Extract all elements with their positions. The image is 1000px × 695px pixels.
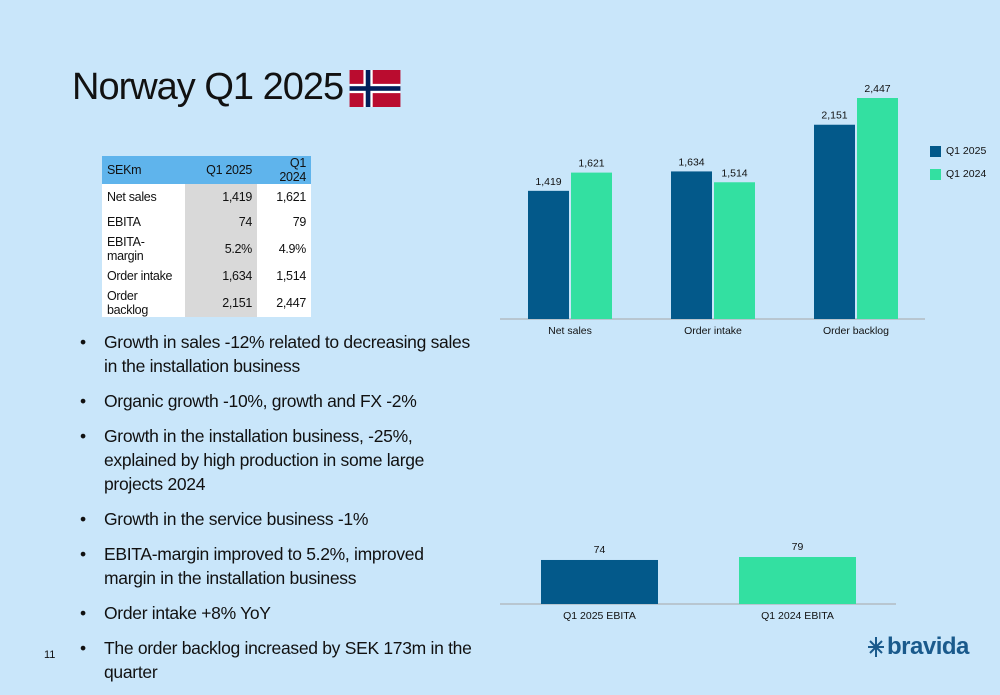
x-tick-label: Net sales: [548, 325, 592, 337]
bullet-item: EBITA-margin improved to 5.2%, improved …: [80, 542, 475, 590]
bullet-item: Growth in sales -12% related to decreasi…: [80, 330, 475, 378]
table-row: Net sales 1,419 1,621: [102, 184, 311, 210]
row-label: Net sales: [102, 184, 185, 210]
data-label: 79: [792, 541, 804, 553]
x-tick-label: Q1 2025 EBITA: [563, 610, 636, 622]
cell-q1-2024: 79: [257, 209, 311, 235]
cell-q1-2024: 1,514: [257, 263, 311, 289]
norway-flag-icon: [349, 70, 401, 107]
bar-q1-2024-ebita: [739, 557, 856, 604]
cell-q1-2025: 5.2%: [185, 235, 257, 263]
row-label: Order intake: [102, 263, 185, 289]
bar-q1-2024: [714, 182, 755, 319]
bar-q1-2025-ebita: [541, 559, 658, 604]
bravida-logo: bravida: [867, 633, 969, 661]
x-tick-label: Order backlog: [823, 325, 889, 337]
row-label: Order backlog: [102, 288, 185, 317]
bullet-item: The order backlog increased by SEK 173m …: [80, 636, 475, 684]
chart-legend: Q1 2025 Q1 2024: [930, 144, 986, 190]
logo-text: bravida: [887, 633, 969, 660]
financial-table: SEKm Q1 2025 Q1 2024 Net sales 1,419 1,6…: [102, 156, 311, 317]
page-number: 11: [44, 649, 56, 661]
data-label: 2,447: [864, 83, 890, 95]
x-tick-label: Q1 2024 EBITA: [761, 610, 834, 622]
table-header: Q1 2025: [185, 156, 257, 184]
table-row: Order backlog 2,151 2,447: [102, 288, 311, 317]
legend-label: Q1 2024: [946, 168, 987, 180]
table-row: EBITA-margin 5.2% 4.9%: [102, 235, 311, 263]
legend-item-q1-2025: Q1 2025: [930, 144, 986, 158]
bullet-item: Order intake +8% YoY: [80, 601, 475, 625]
legend-label: Q1 2025: [946, 145, 987, 157]
page-title: Norway Q1 2025: [72, 66, 344, 108]
legend-swatch-q1-2024: [930, 168, 941, 180]
cell-q1-2024: 2,447: [257, 288, 311, 317]
table-row: EBITA 74 79: [102, 209, 311, 235]
table-header-row: SEKm Q1 2025 Q1 2024: [102, 156, 311, 184]
data-label: 74: [594, 544, 606, 556]
bar-q1-2024: [571, 172, 612, 319]
bravida-logo-icon: [868, 637, 884, 657]
bullet-item: Organic growth -10%, growth and FX -2%: [80, 389, 475, 413]
cell-q1-2025: 2,151: [185, 288, 257, 317]
row-label: EBITA-margin: [102, 235, 185, 263]
cell-q1-2024: 4.9%: [257, 235, 311, 263]
data-label: 1,634: [678, 156, 704, 168]
x-tick-label: Order intake: [684, 325, 742, 337]
bar-q1-2025: [528, 190, 569, 319]
bar-q1-2025: [814, 124, 855, 319]
legend-swatch-q1-2025: [930, 145, 941, 157]
data-label: 1,514: [721, 167, 747, 179]
table-row: Order intake 1,634 1,514: [102, 263, 311, 289]
bar-q1-2024: [857, 98, 898, 319]
data-label: 1,621: [578, 158, 604, 170]
row-label: EBITA: [102, 209, 185, 235]
bar-q1-2025: [671, 171, 712, 319]
bullet-item: Growth in the service business -1%: [80, 507, 475, 531]
cell-q1-2025: 74: [185, 209, 257, 235]
cell-q1-2024: 1,621: [257, 184, 311, 210]
data-label: 2,151: [821, 110, 847, 122]
table-header: Q1 2024: [257, 156, 311, 184]
data-label: 1,419: [535, 176, 561, 188]
table-header: SEKm: [102, 156, 185, 184]
cell-q1-2025: 1,419: [185, 184, 257, 210]
bullet-list: Growth in sales -12% related to decreasi…: [80, 330, 475, 695]
legend-item-q1-2024: Q1 2024: [930, 167, 986, 181]
bullet-item: Growth in the installation business, -25…: [80, 424, 475, 496]
cell-q1-2025: 1,634: [185, 263, 257, 289]
